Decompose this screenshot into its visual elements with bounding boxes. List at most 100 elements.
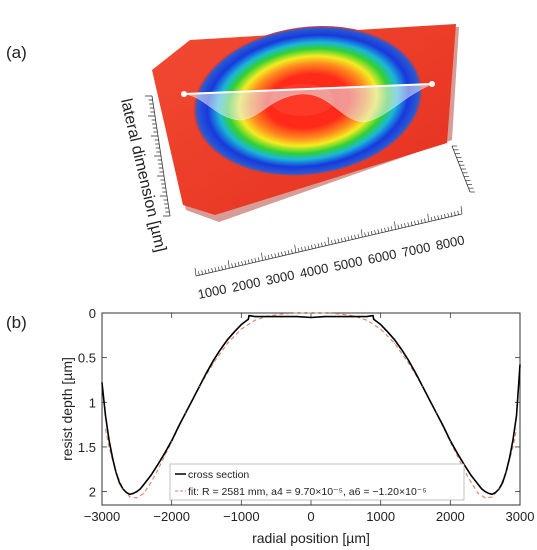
x-tick-3d (370, 230, 373, 236)
cross-section-point (164, 452, 166, 454)
fit-point (324, 312, 326, 314)
fit-point (435, 412, 437, 414)
x-tick-3d (444, 213, 446, 218)
cross-section-point (373, 318, 375, 320)
fit-point (115, 471, 117, 473)
legend: cross section fit: R = 2581 mm, a4 = 9.7… (169, 463, 465, 501)
panel-a-label: (a) (6, 43, 27, 62)
x-tick-3d (450, 212, 453, 217)
x-tick-label-3d: 4000 (298, 260, 329, 281)
cross-section-point (519, 364, 521, 366)
fit-point (108, 446, 110, 448)
x-tick-3d (407, 222, 410, 227)
x-tick-3d (380, 228, 383, 233)
x-tick-label: 1000 (366, 509, 395, 524)
ring-pattern (193, 25, 423, 177)
cross-section-points (101, 315, 521, 495)
x-tick-3d (424, 218, 426, 223)
x-tick-3d (347, 236, 350, 241)
cross-section-point (400, 349, 403, 351)
y-tick-label: 0 (89, 306, 96, 321)
surface-3d-plot: lateral dimension [µm] 1000 2000 3000 4000 5… (117, 24, 475, 302)
x-tick-3d (350, 235, 353, 240)
cross-section-point (249, 315, 251, 317)
x-tick-3d (214, 267, 217, 272)
x-axis-title: radial position [µm] (252, 530, 370, 546)
cross-section-point (254, 315, 256, 318)
fit-point (296, 312, 298, 314)
cross-section-point (111, 457, 114, 459)
cross-section-point (157, 464, 159, 466)
fit-point (150, 482, 152, 484)
x-tick-3d (394, 221, 396, 230)
fit-point (352, 315, 354, 317)
x-tick-3d (434, 216, 436, 221)
cross-section-point (150, 474, 152, 477)
x-tick-3d (390, 226, 393, 231)
x-tick-3d (227, 260, 230, 269)
x-tick-label: 2000 (436, 509, 465, 524)
cross-section-point (495, 491, 497, 494)
fit-point (129, 496, 131, 498)
cross-section-point (488, 492, 490, 494)
x-tick-3d (297, 247, 300, 253)
panel-b-label: (b) (6, 313, 27, 332)
fit-point (477, 492, 479, 494)
cross-section-point (501, 482, 504, 484)
y-axis-title: resist depth [µm] (59, 357, 75, 461)
fit-point (498, 488, 500, 490)
x-tick-3d (374, 230, 376, 235)
cross-section-point (456, 452, 458, 454)
cross-section-point (491, 493, 493, 495)
cross-section-point (240, 324, 242, 326)
x-tick-3d (281, 251, 283, 256)
cross-section-point (407, 359, 410, 361)
fit-point (104, 428, 106, 430)
x-tick-3d (277, 252, 280, 257)
cross-section-point (143, 483, 145, 486)
cross-section-point (515, 415, 518, 417)
cross-section-line (183, 83, 433, 95)
x-tick-3d (287, 250, 290, 255)
cross-section-point (118, 482, 121, 484)
x-tick-3d (284, 250, 287, 256)
x-tick-3d (271, 254, 273, 259)
x-tick-label-3d: 7000 (400, 239, 431, 260)
cross-section-point (212, 359, 215, 361)
cross-section-point (442, 425, 444, 428)
x-tick-3d (344, 237, 346, 242)
lateral-axis-ticks (145, 95, 171, 217)
x-tick-3d (337, 238, 340, 243)
x-tick-3d (221, 265, 223, 270)
fit-point (456, 455, 458, 457)
x-tick-3d (410, 221, 413, 226)
fit-point (268, 315, 270, 317)
x-tick-label-3d: 2000 (230, 274, 261, 295)
cross-section-point (376, 321, 378, 323)
fit-point (505, 471, 507, 473)
x-tick-3d (427, 213, 430, 222)
x-tick-3d (430, 216, 433, 222)
fit-point (226, 342, 228, 344)
fit-point (143, 492, 145, 494)
x-tick-3d (241, 261, 243, 266)
line-chart: 0 0.5 1 1.5 2 −3000 −2000 −1000 0 1000 2000 3000 r… (59, 306, 534, 546)
x-tick-3d (217, 266, 220, 271)
x-tick-3d (400, 223, 403, 229)
cross-section-point (477, 483, 479, 486)
fit-point (164, 455, 166, 457)
x-tick-3d (311, 244, 313, 249)
cross-section-point (512, 439, 514, 441)
x-tick-3d (267, 254, 270, 260)
cross-section-point (101, 382, 103, 384)
cross-section-endpoint-left (181, 91, 187, 97)
cross-section-point (428, 399, 431, 401)
x-tick-3d (360, 229, 363, 238)
cross-section-point (366, 315, 368, 318)
x-tick-label: −3000 (84, 509, 121, 524)
x-tick-3d (254, 257, 257, 263)
x-tick-3d (257, 257, 260, 262)
x-axis-tick-labels-3d: 1000 2000 3000 4000 5000 6000 7000 8000 (196, 232, 465, 302)
fit-point (212, 362, 214, 364)
